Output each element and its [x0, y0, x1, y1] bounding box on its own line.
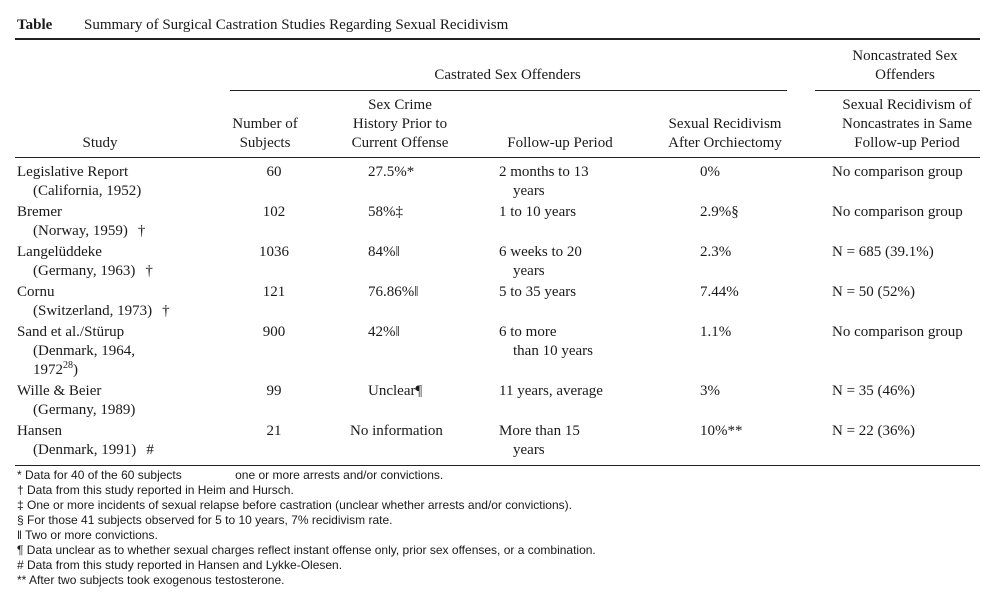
table-label: Table	[17, 17, 53, 33]
history-cell: Unclear¶	[368, 383, 423, 399]
col-header-subjects: Number of Subjects	[232, 116, 298, 151]
footnote: § For those 41 subjects observed for 5 t…	[17, 513, 393, 527]
noncastrates-cell: No comparison group	[832, 204, 963, 220]
footnote: # Data from this study reported in Hanse…	[17, 558, 343, 572]
subjects-cell: 900	[262, 324, 286, 340]
col-header-followup: Follow-up Period	[507, 135, 613, 151]
recidivism-cell: 10%**	[700, 423, 743, 439]
recidivism-cell: 7.44%	[700, 284, 739, 300]
noncastrates-cell: N = 22 (36%)	[832, 423, 916, 439]
subjects-cell: 102	[262, 204, 286, 220]
followup-cell: 2 months to 13 years	[499, 164, 589, 199]
footnote: * Data for 40 of the 60 subjects one or …	[17, 468, 444, 482]
noncastrates-cell: No comparison group	[832, 324, 963, 340]
noncastrates-cell: N = 35 (46%)	[832, 383, 916, 399]
history-cell: 58%‡	[368, 204, 403, 220]
table-title: Summary of Surgical Castration Studies R…	[84, 17, 509, 33]
group-header-castrated: Castrated Sex Offenders	[434, 67, 581, 83]
footnote: ** After two subjects took exogenous tes…	[17, 573, 285, 587]
subjects-cell: 21	[266, 423, 282, 439]
subjects-cell: 121	[262, 284, 286, 300]
study-cell: Sand et al./Stürup (Denmark, 1964, 197228)	[17, 324, 136, 378]
noncastrates-cell: No comparison group	[832, 164, 963, 180]
recidivism-cell: 2.3%	[700, 244, 732, 260]
history-cell: No information	[350, 423, 443, 439]
followup-cell: 5 to 35 years	[499, 284, 577, 300]
col-header-history: Sex Crime History Prior to Current Offense	[351, 97, 449, 151]
footnote: † Data from this study reported in Heim …	[17, 483, 294, 497]
history-cell: 42%‖	[368, 324, 400, 340]
subjects-cell: 60	[266, 164, 282, 180]
followup-cell: 6 to more than 10 years	[499, 324, 593, 359]
history-cell: 84%‖	[368, 244, 400, 260]
header-rule	[15, 157, 980, 158]
footnote: ‖ Two or more convictions.	[17, 528, 158, 542]
followup-cell: More than 15 years	[499, 423, 580, 458]
group-rule-noncastrated	[815, 90, 980, 91]
col-header-recidivism: Sexual Recidivism After Orchiectomy	[668, 116, 782, 151]
followup-cell: 1 to 10 years	[499, 204, 577, 220]
noncastrates-cell: N = 685 (39.1%)	[832, 244, 934, 260]
study-cell: Bremer (Norway, 1959) †	[17, 204, 146, 239]
noncastrates-cell: N = 50 (52%)	[832, 284, 916, 300]
col-header-study: Study	[82, 135, 118, 151]
footnote: ‡ One or more incidents of sexual relaps…	[17, 498, 572, 512]
recidivism-cell: 0%	[700, 164, 720, 180]
col-header-noncastrates: Sexual Recidivism of Noncastrates in Same…	[842, 97, 972, 151]
followup-cell: 11 years, average	[499, 383, 603, 399]
recidivism-cell: 3%	[700, 383, 720, 399]
group-rule-castrated	[230, 90, 787, 91]
subjects-cell: 99	[266, 383, 282, 399]
history-cell: 76.86%‖	[368, 284, 419, 300]
study-cell: Hansen (Denmark, 1991) #	[17, 423, 154, 458]
group-header-noncastrated: Noncastrated Sex Offenders	[852, 48, 958, 83]
study-cell: Cornu (Switzerland, 1973) †	[17, 284, 170, 319]
study-cell: Wille & Beier (Germany, 1989)	[17, 383, 136, 418]
bottom-rule	[15, 465, 980, 466]
recidivism-cell: 2.9%§	[700, 204, 739, 220]
subjects-cell: 1036	[259, 244, 289, 260]
top-rule	[15, 38, 980, 40]
followup-cell: 6 weeks to 20 years	[499, 244, 582, 279]
recidivism-cell: 1.1%	[700, 324, 732, 340]
study-cell: Langelüddeke (Germany, 1963) †	[17, 244, 153, 279]
footnote: ¶ Data unclear as to whether sexual char…	[17, 543, 596, 557]
history-cell: 27.5%*	[368, 164, 415, 180]
study-cell: Legislative Report (California, 1952)	[17, 164, 142, 199]
